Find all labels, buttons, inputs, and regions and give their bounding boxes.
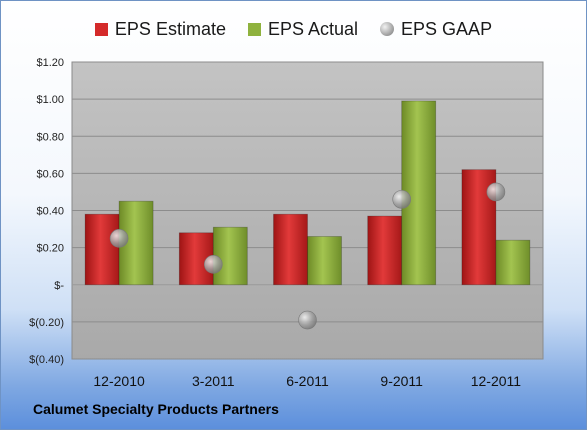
- legend-label-eps-gaap: EPS GAAP: [401, 18, 493, 39]
- x-tick-label: 6-2011: [286, 373, 329, 389]
- x-tick-label: 3-2011: [192, 373, 235, 389]
- y-tick-label: $1.00: [36, 94, 64, 106]
- y-tick-label: $-: [54, 280, 64, 292]
- x-tick-label: 12-2010: [93, 373, 145, 389]
- bar-eps-estimate: [367, 215, 403, 286]
- legend-swatch-eps-actual: [247, 22, 261, 36]
- x-tick-label: 12-2011: [471, 373, 522, 389]
- bar-eps-actual: [212, 226, 248, 286]
- bar-eps-actual: [307, 236, 342, 286]
- y-tick-label: $1.20: [36, 57, 64, 69]
- bar-eps-actual: [495, 239, 531, 286]
- y-tick-label: $0.80: [36, 131, 64, 143]
- legend-label-eps-estimate: EPS Estimate: [114, 18, 226, 39]
- marker-eps-gaap: [298, 310, 317, 330]
- y-tick-label: $(0.20): [29, 317, 64, 329]
- legend-label-eps-actual: EPS Actual: [267, 18, 359, 39]
- y-tick-label: $0.20: [36, 243, 64, 255]
- y-tick-label: $0.40: [36, 206, 64, 218]
- marker-eps-gaap: [109, 229, 129, 248]
- legend-item-eps-actual: EPS Actual: [247, 18, 359, 40]
- company-name: Calumet Specialty Products Partners: [33, 401, 279, 417]
- marker-eps-gaap: [204, 255, 223, 274]
- bar-eps-estimate: [273, 213, 308, 286]
- legend-swatch-eps-estimate: [94, 22, 108, 36]
- y-tick-label: $0.60: [36, 168, 64, 180]
- marker-eps-gaap: [392, 190, 412, 209]
- legend: EPS Estimate EPS Actual EPS GAAP: [0, 16, 587, 42]
- legend-item-eps-gaap: EPS GAAP: [380, 19, 492, 40]
- marker-eps-gaap: [486, 182, 506, 202]
- legend-item-eps-estimate: EPS Estimate: [94, 18, 226, 40]
- x-tick-label: 9-2011: [380, 373, 423, 389]
- legend-swatch-eps-gaap: [380, 22, 395, 36]
- y-tick-label: $(0.40): [29, 354, 64, 366]
- bar-eps-estimate: [84, 213, 120, 286]
